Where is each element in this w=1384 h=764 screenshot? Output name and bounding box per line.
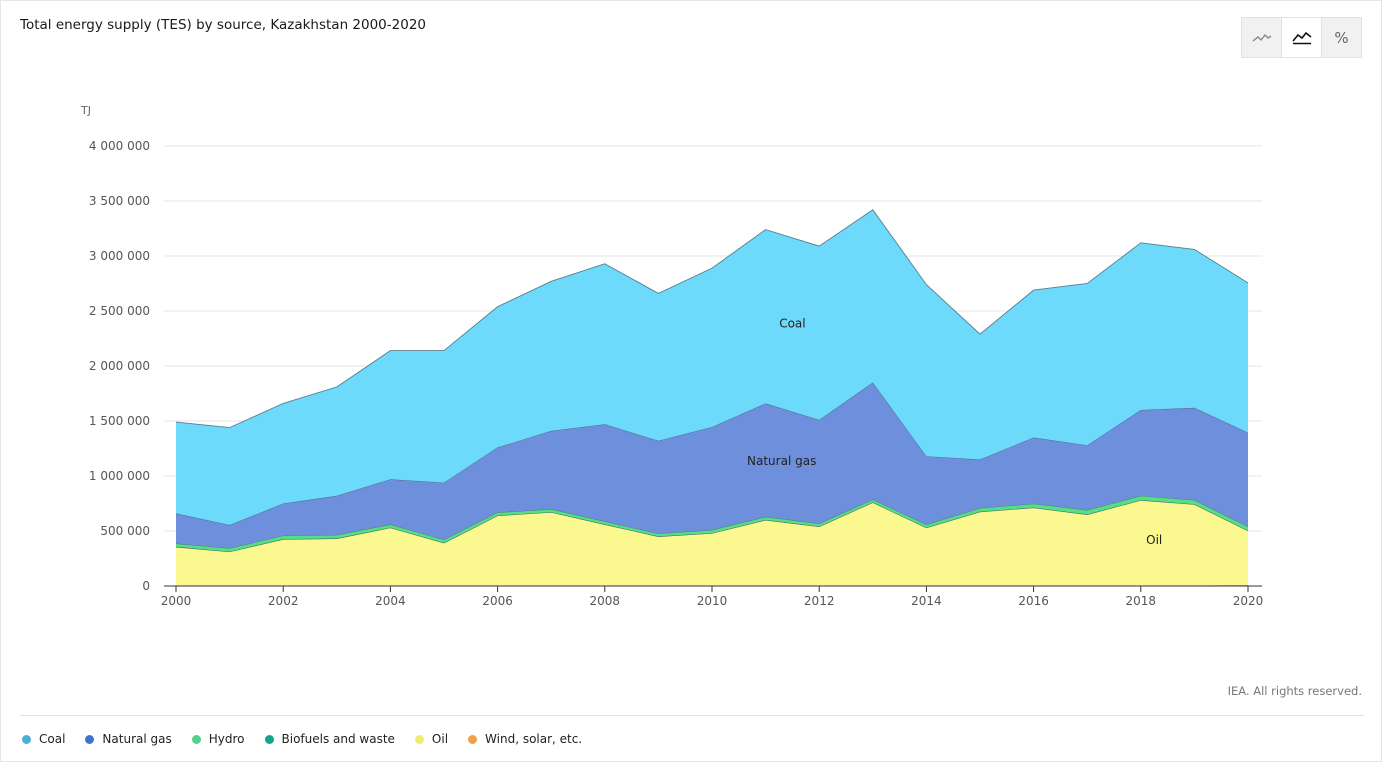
y-tick-label: 1 500 000 xyxy=(89,414,150,428)
legend-item-biofuels-and-waste[interactable]: Biofuels and waste xyxy=(264,732,395,746)
y-axis-unit: TJ xyxy=(81,104,91,117)
y-tick-label: 3 500 000 xyxy=(89,194,150,208)
legend-label: Natural gas xyxy=(102,732,172,746)
y-tick-label: 4 000 000 xyxy=(89,139,150,153)
legend-dot-icon xyxy=(264,734,274,744)
x-tick-label: 2006 xyxy=(482,594,513,608)
percent-mode-button[interactable]: % xyxy=(1322,18,1361,57)
legend-dot-icon xyxy=(414,734,424,744)
legend-label: Biofuels and waste xyxy=(281,732,395,746)
legend-label: Coal xyxy=(39,732,66,746)
legend-label: Wind, solar, etc. xyxy=(485,732,583,746)
y-tick-label: 3 000 000 xyxy=(89,249,150,263)
chart-title: Total energy supply (TES) by source, Kaz… xyxy=(20,17,426,33)
legend-dot-icon xyxy=(191,734,201,744)
line-chart-icon xyxy=(1252,33,1271,42)
x-tick-label: 2004 xyxy=(375,594,406,608)
x-tick-label: 2002 xyxy=(268,594,299,608)
y-tick-label: 0 xyxy=(142,579,150,593)
y-tick-label: 1 000 000 xyxy=(89,469,150,483)
x-tick-label: 2016 xyxy=(1018,594,1049,608)
area-mode-button[interactable] xyxy=(1282,18,1322,57)
y-tick-label: 500 000 xyxy=(100,524,150,538)
legend-dot-icon xyxy=(22,734,31,744)
legend-item-wind-solar-etc[interactable]: Wind, solar, etc. xyxy=(468,732,582,746)
copyright-notice: IEA. All rights reserved. xyxy=(1227,684,1362,698)
legend-dot-icon xyxy=(85,734,95,744)
legend-item-natural-gas[interactable]: Natural gas xyxy=(85,732,172,746)
area-annotation: Natural gas xyxy=(747,454,816,468)
legend-label: Hydro xyxy=(208,732,245,746)
chart-mode-toggle: % xyxy=(1241,17,1362,58)
x-tick-label: 2010 xyxy=(697,594,728,608)
legend-label: Oil xyxy=(431,732,449,746)
line-mode-button[interactable] xyxy=(1242,18,1282,57)
series-top-line xyxy=(175,209,1249,429)
legend-item-coal[interactable]: Coal xyxy=(22,732,65,746)
percent-icon: % xyxy=(1334,28,1349,47)
area-series-oil[interactable] xyxy=(176,500,1248,586)
legend-dot-icon xyxy=(468,734,478,744)
legend-item-hydro[interactable]: Hydro xyxy=(191,732,245,746)
x-tick-label: 2014 xyxy=(911,594,942,608)
area-series-natural-gas[interactable] xyxy=(176,382,1248,549)
area-chart-icon xyxy=(1291,31,1311,44)
y-tick-label: 2 500 000 xyxy=(89,304,150,318)
x-tick-label: 2018 xyxy=(1126,594,1157,608)
x-tick-label: 2020 xyxy=(1233,594,1264,608)
area-annotation: Oil xyxy=(1146,533,1162,547)
y-tick-label: 2 000 000 xyxy=(89,359,150,373)
area-annotation: Coal xyxy=(779,317,805,331)
x-tick-label: 2012 xyxy=(804,594,835,608)
legend-divider xyxy=(20,715,1364,716)
chart-legend: Coal Natural gas Hydro Biofuels and waste Oi… xyxy=(22,732,602,746)
area-series-hydro[interactable] xyxy=(176,495,1248,552)
legend-item-oil[interactable]: Oil xyxy=(414,732,449,746)
x-tick-label: 2008 xyxy=(590,594,621,608)
area-series-coal[interactable] xyxy=(176,209,1248,526)
x-tick-label: 2000 xyxy=(161,594,192,608)
